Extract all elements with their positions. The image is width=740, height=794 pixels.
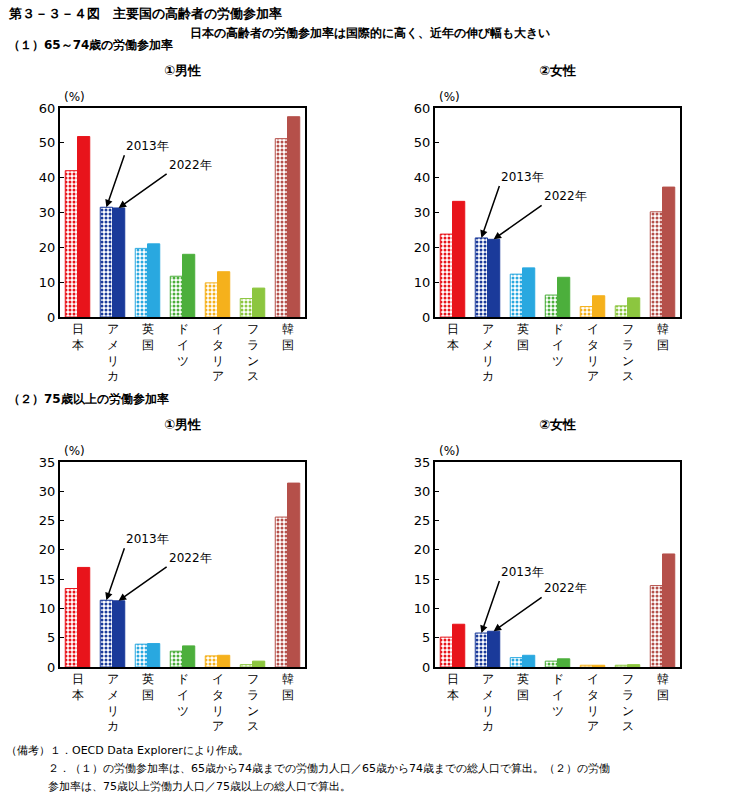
svg-text:25: 25 (414, 513, 431, 528)
svg-text:イタリア: イタリア (212, 672, 224, 733)
svg-text:イタリア: イタリア (587, 322, 599, 383)
svg-text:35: 35 (39, 455, 56, 470)
svg-text:60: 60 (39, 101, 56, 116)
svg-text:フランス: フランス (622, 672, 634, 733)
svg-text:2022年: 2022年 (544, 581, 587, 595)
svg-text:第３－３－４図 主要国の高齢者の労働参加率: 第３－３－４図 主要国の高齢者の労働参加率 (8, 6, 282, 21)
svg-text:フランス: フランス (247, 322, 259, 383)
svg-text:15: 15 (39, 572, 56, 587)
svg-text:2013年: 2013年 (126, 532, 169, 546)
svg-text:40: 40 (39, 170, 56, 185)
svg-text:フランス: フランス (622, 322, 634, 383)
svg-text:韓国: 韓国 (282, 672, 294, 702)
svg-text:2013年: 2013年 (126, 139, 169, 153)
svg-text:35: 35 (414, 455, 431, 470)
svg-text:2013年: 2013年 (501, 565, 544, 579)
svg-text:25: 25 (39, 513, 56, 528)
svg-text:10: 10 (39, 275, 56, 290)
svg-text:10: 10 (414, 601, 431, 616)
svg-text:英国: 英国 (142, 672, 154, 702)
svg-text:5: 5 (47, 630, 55, 645)
svg-text:参加率は、75歳以上労働力人口／75歳以上の総人口で算出。: 参加率は、75歳以上労働力人口／75歳以上の総人口で算出。 (48, 780, 351, 793)
svg-text:アメリカ: アメリカ (482, 672, 494, 733)
svg-text:（２）75歳以上の労働参加率: （２）75歳以上の労働参加率 (8, 392, 169, 406)
svg-text:イタリア: イタリア (587, 672, 599, 733)
svg-text:50: 50 (414, 135, 431, 150)
svg-text:10: 10 (39, 601, 56, 616)
svg-text:(%): (%) (439, 90, 460, 104)
svg-text:日本: 日本 (447, 672, 459, 702)
svg-text:0: 0 (422, 310, 430, 325)
svg-text:フランス: フランス (247, 672, 259, 733)
svg-text:②女性: ②女性 (539, 63, 576, 78)
svg-text:0: 0 (47, 310, 55, 325)
svg-text:英国: 英国 (517, 322, 529, 352)
svg-text:日本: 日本 (447, 322, 459, 352)
svg-text:30: 30 (39, 205, 56, 220)
svg-text:(%): (%) (64, 90, 85, 104)
svg-text:20: 20 (39, 240, 56, 255)
svg-text:ドイツ: ドイツ (177, 672, 189, 717)
svg-text:ドイツ: ドイツ (177, 322, 189, 367)
svg-text:30: 30 (414, 484, 431, 499)
svg-text:韓国: 韓国 (657, 322, 669, 352)
svg-text:30: 30 (39, 484, 56, 499)
svg-text:2022年: 2022年 (169, 551, 212, 565)
svg-text:韓国: 韓国 (282, 322, 294, 352)
svg-text:（１）65～74歳の労働参加率: （１）65～74歳の労働参加率 (8, 38, 173, 52)
svg-text:20: 20 (39, 542, 56, 557)
svg-text:30: 30 (414, 205, 431, 220)
svg-text:0: 0 (422, 660, 430, 675)
svg-text:②女性: ②女性 (539, 417, 576, 432)
svg-text:２．（１）の労働参加率は、65歳から74歳までの労働力人口／: ２．（１）の労働参加率は、65歳から74歳までの労働力人口／65歳から74歳まで… (48, 762, 610, 775)
svg-text:日本: 日本 (72, 322, 84, 352)
svg-text:（備考）１．OECD Data Explorerにより作成。: （備考）１．OECD Data Explorerにより作成。 (6, 744, 249, 757)
svg-text:ドイツ: ドイツ (552, 672, 564, 717)
svg-text:①男性: ①男性 (164, 63, 201, 78)
svg-text:60: 60 (414, 101, 431, 116)
svg-text:アメリカ: アメリカ (107, 322, 119, 383)
svg-text:40: 40 (414, 170, 431, 185)
svg-text:イタリア: イタリア (212, 322, 224, 383)
svg-text:(%): (%) (439, 444, 460, 458)
svg-text:日本の高齢者の労働参加率は国際的に高く、近年の伸び幅も大きい: 日本の高齢者の労働参加率は国際的に高く、近年の伸び幅も大きい (190, 26, 550, 40)
svg-text:50: 50 (39, 135, 56, 150)
svg-text:(%): (%) (64, 444, 85, 458)
svg-text:15: 15 (414, 572, 431, 587)
svg-text:2013年: 2013年 (501, 170, 544, 184)
svg-text:韓国: 韓国 (657, 672, 669, 702)
svg-text:アメリカ: アメリカ (482, 322, 494, 383)
svg-text:英国: 英国 (142, 322, 154, 352)
svg-text:①男性: ①男性 (164, 417, 201, 432)
svg-text:アメリカ: アメリカ (107, 672, 119, 733)
svg-text:10: 10 (414, 275, 431, 290)
svg-text:2022年: 2022年 (169, 158, 212, 172)
svg-text:0: 0 (47, 660, 55, 675)
svg-text:英国: 英国 (517, 672, 529, 702)
svg-text:20: 20 (414, 240, 431, 255)
svg-text:2022年: 2022年 (544, 189, 587, 203)
svg-text:日本: 日本 (72, 672, 84, 702)
svg-text:ドイツ: ドイツ (552, 322, 564, 367)
svg-text:20: 20 (414, 542, 431, 557)
svg-text:5: 5 (422, 630, 430, 645)
